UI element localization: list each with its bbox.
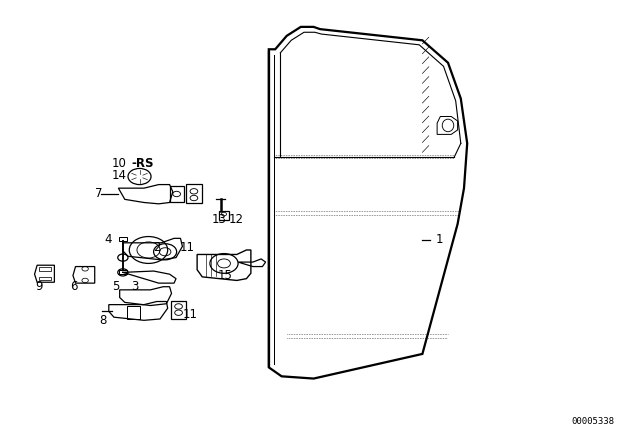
Text: 2: 2 (154, 241, 161, 254)
Bar (127, 306, 140, 319)
Text: 9: 9 (35, 280, 43, 293)
Text: 13: 13 (211, 213, 226, 226)
Bar (119, 237, 127, 241)
Text: 7: 7 (95, 187, 102, 200)
Bar (171, 301, 186, 319)
Text: 5: 5 (112, 280, 120, 293)
Text: 11: 11 (179, 241, 194, 254)
Text: 8: 8 (99, 314, 107, 327)
Bar (170, 186, 184, 202)
Text: 15: 15 (218, 269, 232, 282)
Text: 14: 14 (112, 169, 127, 182)
Text: 11: 11 (182, 308, 197, 321)
Text: 4: 4 (104, 233, 112, 246)
Text: 3: 3 (131, 280, 139, 293)
Text: 1: 1 (435, 233, 443, 246)
Text: 00005338: 00005338 (572, 418, 614, 426)
Bar (219, 211, 229, 220)
Text: 6: 6 (70, 280, 78, 293)
Bar (39, 267, 51, 271)
Text: 12: 12 (229, 213, 244, 226)
Text: -RS: -RS (131, 157, 154, 170)
Bar (119, 270, 127, 274)
Bar (186, 184, 202, 203)
Bar (39, 277, 51, 280)
Text: 10: 10 (112, 157, 127, 170)
